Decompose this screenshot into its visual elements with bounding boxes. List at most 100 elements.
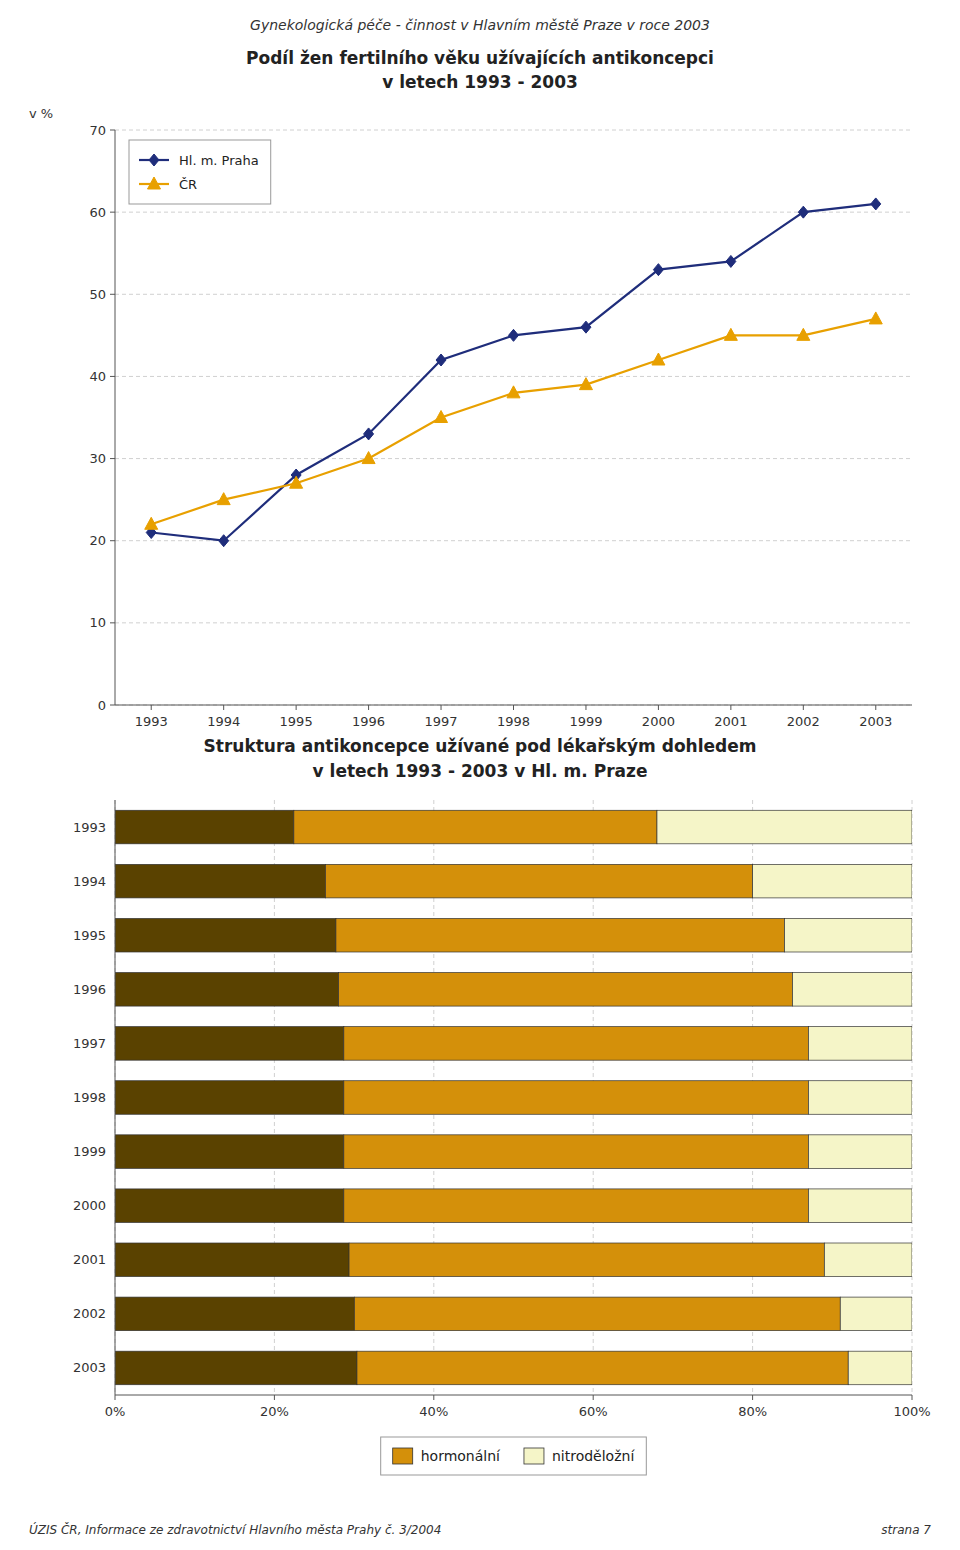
bar-segment [115, 864, 325, 898]
x-tick [223, 705, 224, 710]
marker [652, 353, 665, 365]
x-tick [912, 1395, 913, 1400]
y-tick-label: 1994 [73, 874, 106, 889]
bar-segment [848, 1351, 912, 1385]
footer-left: ÚZIS ČR, Informace ze zdravotnictví Hlav… [29, 1522, 441, 1537]
chart-subtitle: v letech 1993 - 2003 v Hl. m. Praze [313, 761, 648, 781]
x-tick-label: 2001 [714, 714, 747, 729]
y-tick-label: 1995 [73, 928, 106, 943]
x-tick [803, 705, 804, 710]
marker [435, 411, 448, 423]
x-tick-label: 60% [579, 1404, 608, 1419]
bar-segment [344, 1027, 809, 1061]
bar-segment [808, 1135, 912, 1169]
legend-marker [148, 177, 161, 189]
bar-segment [344, 1135, 809, 1169]
bar-segment [325, 864, 752, 898]
page: Gynekologická péče - činnost v Hlavním m… [0, 0, 960, 1550]
y-tick-label: 2001 [73, 1252, 106, 1267]
plot-area [115, 810, 912, 1384]
marker [579, 378, 592, 390]
bar-segment [657, 810, 912, 844]
bar-segment [784, 918, 912, 952]
bar-segment [349, 1243, 824, 1277]
y-axis [115, 130, 116, 705]
marker [362, 452, 375, 464]
bar-segment [115, 1135, 344, 1169]
x-tick-label: 1993 [135, 714, 168, 729]
bar-segment [808, 1081, 912, 1115]
bar-segment [808, 1189, 912, 1223]
x-tick [730, 705, 731, 710]
y-tick [110, 130, 115, 131]
y-tick-label: 1993 [73, 820, 106, 835]
x-tick [875, 705, 876, 710]
x-tick-label: 2002 [787, 714, 820, 729]
legend-frame [129, 140, 271, 204]
legend-marker [149, 154, 159, 166]
grid [115, 130, 912, 705]
legend-label: ČR [179, 177, 197, 192]
bar-segment [115, 973, 339, 1007]
grid-line [115, 294, 912, 295]
x-tick [441, 705, 442, 710]
legend-swatch [393, 1448, 413, 1464]
bar-segment [824, 1243, 912, 1277]
bar-segment [115, 1081, 344, 1115]
marker [869, 312, 882, 324]
background [0, 0, 960, 1550]
legend: hormonálnínitroděložní [381, 1437, 647, 1475]
y-tick [110, 705, 115, 706]
y-tick-label: 1998 [73, 1090, 106, 1105]
bar-segment [344, 1189, 809, 1223]
bar-segment [840, 1297, 912, 1331]
y-tick [110, 622, 115, 623]
x-tick-label: 1998 [497, 714, 530, 729]
marker [724, 328, 737, 340]
y-tick-label: 50 [89, 287, 106, 302]
bar-segment [808, 1027, 912, 1061]
x-tick-label: 1999 [569, 714, 602, 729]
y-tick-label: 60 [89, 205, 106, 220]
y-tick-label: 40 [89, 369, 106, 384]
y-tick-label: 1999 [73, 1144, 106, 1159]
x-tick [593, 1395, 594, 1400]
x-tick [151, 705, 152, 710]
y-axis [115, 800, 116, 1395]
legend-label: Hl. m. Praha [179, 153, 259, 168]
x-tick [296, 705, 297, 710]
legend-frame [381, 1437, 647, 1475]
grid-line [115, 130, 912, 131]
y-tick [110, 376, 115, 377]
y-axis-label: v % [29, 106, 53, 121]
x-tick [752, 1395, 753, 1400]
legend: Hl. m. Praha ČR [129, 140, 271, 204]
chart: Podíl žen fertilního věku užívajících an… [29, 48, 912, 729]
bar-segment [339, 973, 793, 1007]
y-tick [110, 212, 115, 213]
x-tick [274, 1395, 275, 1400]
bar-segment [115, 1027, 344, 1061]
bar-segment [344, 1081, 809, 1115]
bar-segment [115, 810, 294, 844]
chart-title: Struktura antikoncepce užívané pod lékař… [204, 736, 757, 756]
chart: Struktura antikoncepce užívané pod lékař… [73, 736, 931, 1475]
grid-line [115, 705, 912, 706]
y-tick-label: 2003 [73, 1360, 106, 1375]
bar-segment [115, 1243, 349, 1277]
bar-segment [115, 1351, 357, 1385]
marker [509, 329, 519, 341]
y-tick [110, 458, 115, 459]
page-title: Gynekologická péče - činnost v Hlavním m… [250, 17, 710, 33]
marker [798, 206, 808, 218]
y-tick-label: 1996 [73, 982, 106, 997]
bar-segment [357, 1351, 848, 1385]
line [151, 319, 876, 524]
y-tick-label: 10 [89, 615, 106, 630]
y-tick [110, 294, 115, 295]
bar-segment [115, 918, 336, 952]
legend-label: hormonální [421, 1448, 501, 1464]
footer-right: strana 7 [881, 1523, 931, 1537]
grid-line [115, 622, 912, 623]
x-tick [585, 705, 586, 710]
